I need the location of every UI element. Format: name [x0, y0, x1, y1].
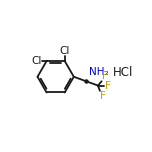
Text: Cl: Cl	[60, 46, 70, 56]
Text: F: F	[105, 81, 111, 91]
Text: F: F	[102, 71, 108, 81]
Text: NH₂: NH₂	[89, 67, 108, 77]
Text: Cl: Cl	[31, 56, 41, 66]
Text: HCl: HCl	[113, 66, 133, 79]
Text: F: F	[100, 91, 106, 101]
